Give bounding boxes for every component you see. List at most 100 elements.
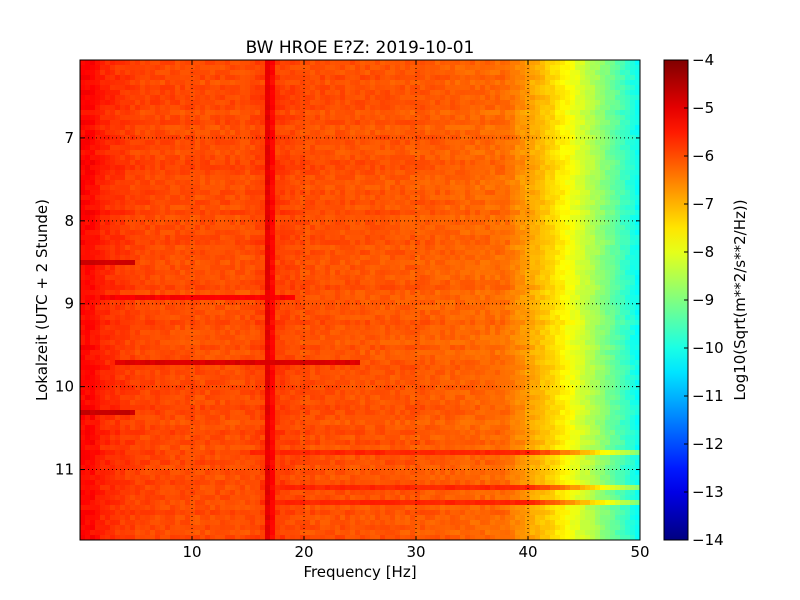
spectrogram-cell bbox=[275, 120, 281, 126]
spectrogram-cell bbox=[225, 65, 231, 71]
spectrogram-cell bbox=[195, 265, 201, 271]
spectrogram-cell bbox=[620, 105, 626, 111]
spectrogram-cell bbox=[490, 75, 496, 81]
spectrogram-cell bbox=[635, 145, 641, 151]
spectrogram-cell bbox=[180, 105, 186, 111]
spectrogram-cell bbox=[210, 195, 216, 201]
spectrogram-cell bbox=[90, 215, 96, 221]
spectrogram-cell bbox=[485, 265, 491, 271]
spectrogram-cell bbox=[620, 215, 626, 221]
spectrogram-cell bbox=[95, 280, 101, 286]
spectrogram-cell bbox=[520, 160, 526, 166]
spectrogram-cell bbox=[605, 130, 611, 136]
spectrogram-cell bbox=[445, 155, 451, 161]
spectrogram-cell bbox=[545, 125, 551, 131]
spectrogram-cell bbox=[345, 270, 351, 276]
spectrogram-cell bbox=[460, 200, 466, 206]
spectrogram-cell bbox=[560, 60, 566, 66]
spectrogram-cell bbox=[625, 95, 631, 101]
spectrogram-cell bbox=[460, 205, 466, 211]
spectrogram-cell bbox=[560, 155, 566, 161]
spectrogram-cell bbox=[120, 120, 126, 126]
spectrogram-cell bbox=[475, 255, 481, 261]
spectrogram-cell bbox=[435, 160, 441, 166]
spectrogram-cell bbox=[145, 225, 151, 231]
spectrogram-cell bbox=[480, 80, 486, 86]
spectrogram-cell bbox=[320, 175, 326, 181]
spectrogram-cell bbox=[355, 190, 361, 196]
spectrogram-cell bbox=[210, 95, 216, 101]
spectrogram-cell bbox=[140, 145, 146, 151]
spectrogram-cell bbox=[480, 210, 486, 216]
spectrogram-cell bbox=[195, 105, 201, 111]
spectrogram-cell bbox=[355, 265, 361, 271]
spectrogram-cell bbox=[555, 155, 561, 161]
spectrogram-cell bbox=[85, 145, 91, 151]
spectrogram-cell bbox=[390, 145, 396, 151]
spectrogram-cell bbox=[515, 180, 521, 186]
spectrogram-cell bbox=[595, 205, 601, 211]
spectrogram-cell bbox=[170, 70, 176, 76]
spectrogram-cell bbox=[430, 230, 436, 236]
spectrogram-cell bbox=[115, 190, 121, 196]
spectrogram-cell bbox=[215, 75, 221, 81]
spectrogram-cell bbox=[315, 120, 321, 126]
spectrogram-cell bbox=[525, 80, 531, 86]
spectrogram-cell bbox=[520, 140, 526, 146]
spectrogram-cell bbox=[610, 215, 616, 221]
spectrogram-cell bbox=[290, 145, 296, 151]
spectrogram-cell bbox=[430, 190, 436, 196]
spectrogram-cell bbox=[575, 225, 581, 231]
spectrogram-cell bbox=[555, 180, 561, 186]
spectrogram-cell bbox=[325, 100, 331, 106]
spectrogram-cell bbox=[210, 170, 216, 176]
spectrogram-cell bbox=[125, 220, 131, 226]
spectrogram-cell bbox=[115, 130, 121, 136]
spectrogram-cell bbox=[345, 120, 351, 126]
spectrogram-cell bbox=[445, 120, 451, 126]
spectrogram-cell bbox=[330, 190, 336, 196]
spectrogram-cell bbox=[460, 225, 466, 231]
spectrogram-cell bbox=[220, 85, 226, 91]
spectrogram-cell bbox=[165, 160, 171, 166]
spectrogram-cell bbox=[590, 160, 596, 166]
spectrogram-cell bbox=[290, 175, 296, 181]
spectrogram-cell bbox=[260, 280, 266, 286]
spectrogram-cell bbox=[185, 90, 191, 96]
spectrogram-cell bbox=[225, 145, 231, 151]
spectrogram-cell bbox=[580, 230, 586, 236]
spectrogram-cell bbox=[330, 280, 336, 286]
spectrogram-cell bbox=[230, 120, 236, 126]
spectrogram-cell bbox=[300, 150, 306, 156]
spectrogram-cell bbox=[455, 80, 461, 86]
spectrogram-cell bbox=[440, 105, 446, 111]
spectrogram-cell bbox=[390, 235, 396, 241]
spectrogram-cell bbox=[405, 205, 411, 211]
spectrogram-cell bbox=[415, 200, 421, 206]
spectrogram-cell bbox=[630, 205, 636, 211]
spectrogram-cell bbox=[120, 105, 126, 111]
spectrogram-cell bbox=[615, 135, 621, 141]
spectrogram-cell bbox=[185, 180, 191, 186]
spectrogram-cell bbox=[550, 260, 556, 266]
spectrogram-cell bbox=[250, 195, 256, 201]
spectrogram-cell bbox=[145, 250, 151, 256]
spectrogram-cell bbox=[250, 200, 256, 206]
spectrogram-cell bbox=[395, 270, 401, 276]
spectrogram-cell bbox=[465, 155, 471, 161]
spectrogram-cell bbox=[460, 160, 466, 166]
spectrogram-cell bbox=[400, 245, 406, 251]
spectrogram-cell bbox=[195, 60, 201, 66]
spectrogram-cell bbox=[550, 230, 556, 236]
spectrogram-cell bbox=[370, 265, 376, 271]
spectrogram-cell bbox=[95, 225, 101, 231]
spectrogram-cell bbox=[80, 180, 86, 186]
spectrogram-cell bbox=[545, 255, 551, 261]
spectrogram-cell bbox=[540, 165, 546, 171]
spectrogram-cell bbox=[565, 130, 571, 136]
spectrogram-cell bbox=[475, 100, 481, 106]
spectrogram-cell bbox=[520, 255, 526, 261]
spectrogram-cell bbox=[195, 230, 201, 236]
spectrogram-cell bbox=[205, 80, 211, 86]
spectrogram-cell bbox=[260, 65, 266, 71]
